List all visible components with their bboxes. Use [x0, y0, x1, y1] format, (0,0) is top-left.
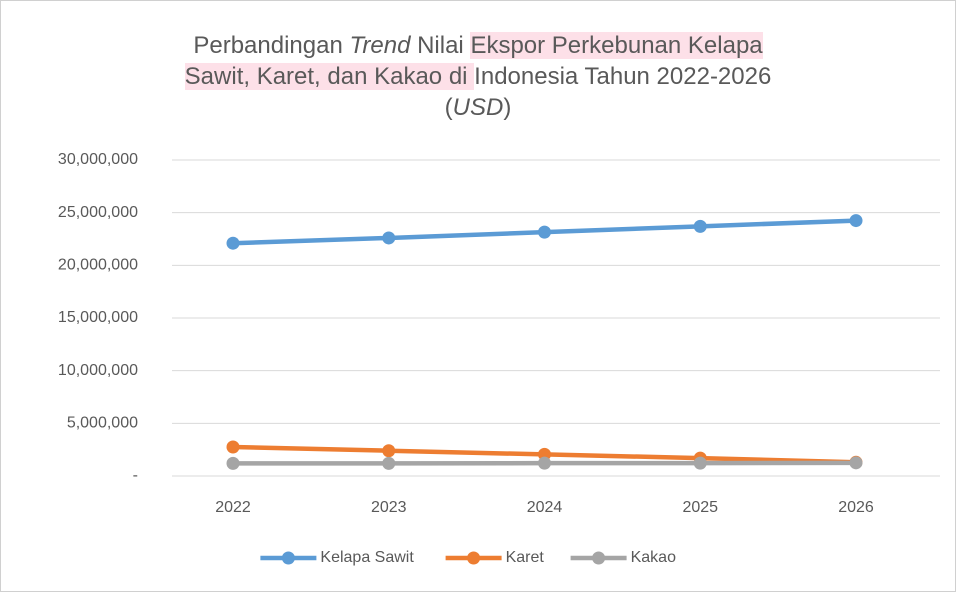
data-point	[538, 225, 551, 239]
data-point	[382, 231, 396, 245]
title-run: Trend	[349, 32, 411, 59]
title-run: Ekspor Perkebunan Kelapa	[470, 32, 763, 59]
data-point	[693, 219, 707, 233]
title-run: Perbandingan	[193, 32, 350, 59]
legend-label: Kelapa Sawit	[320, 549, 414, 566]
title-run: USD	[452, 94, 504, 121]
data-point	[382, 444, 396, 458]
data-point	[226, 236, 240, 250]
x-tick-label: 2025	[682, 499, 718, 516]
title-run: Indonesia Tahun 2022-2026	[474, 63, 772, 90]
data-point	[538, 456, 551, 470]
y-tick-label: 15,000,000	[58, 309, 138, 326]
legend-label: Karet	[506, 549, 545, 566]
y-tick-label: 25,000,000	[58, 204, 138, 221]
legend-marker	[467, 551, 481, 565]
data-point	[693, 456, 707, 470]
title-run: Nilai	[410, 32, 471, 59]
x-tick-label: 2023	[371, 499, 407, 516]
y-tick-label: 30,000,000	[58, 151, 138, 168]
y-tick-label: 20,000,000	[58, 257, 138, 274]
data-point	[382, 456, 396, 470]
legend-marker	[592, 551, 606, 565]
legend-label: Kakao	[631, 549, 676, 566]
data-point	[226, 456, 240, 470]
title-run: Sawit, Karet, dan Kakao di	[184, 63, 475, 90]
data-point	[849, 456, 863, 470]
y-tick-label: 5,000,000	[67, 415, 138, 432]
title-run: )	[503, 94, 512, 121]
y-tick-label: 10,000,000	[58, 362, 138, 379]
x-tick-label: 2022	[215, 499, 251, 516]
data-point	[849, 214, 863, 228]
x-tick-label: 2026	[838, 499, 874, 516]
y-tick-label: -	[133, 467, 138, 484]
chart-title: Perbandingan Trend Nilai Ekspor Perkebun…	[0, 30, 956, 123]
data-point	[226, 440, 240, 454]
x-tick-label: 2024	[527, 499, 563, 516]
legend-marker	[281, 551, 295, 565]
title-run: (	[444, 94, 453, 121]
